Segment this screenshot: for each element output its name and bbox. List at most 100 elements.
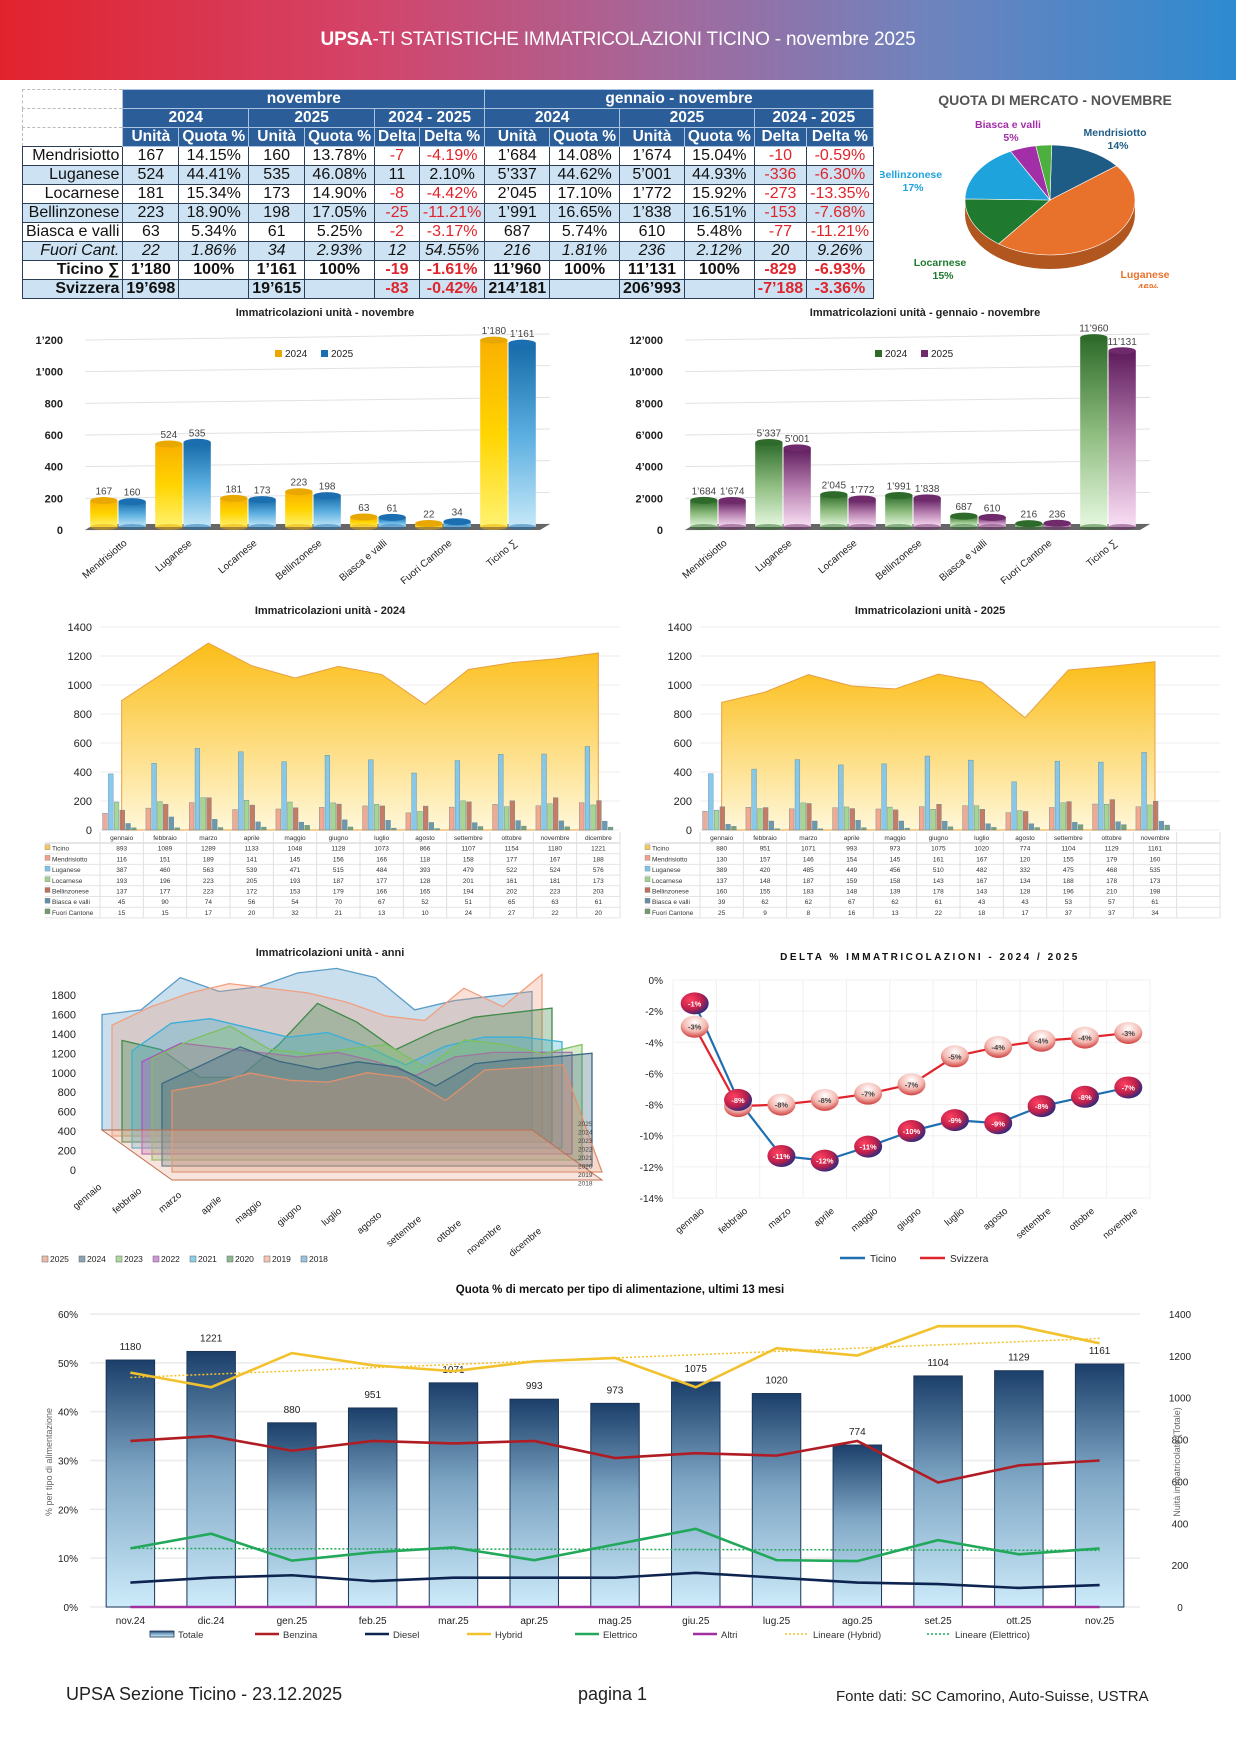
bar: [255, 821, 261, 831]
bar: [347, 826, 354, 831]
y-tick-label: 6’000: [635, 430, 663, 442]
bar: [243, 800, 250, 831]
table-month: giugno: [329, 835, 349, 842]
bar-base: [755, 524, 783, 530]
data-label: 535: [189, 428, 206, 439]
bar-top: [690, 496, 718, 504]
column-header: Quota %: [178, 127, 250, 147]
table-value: 332: [1020, 867, 1031, 874]
bar: [950, 516, 978, 527]
table-value: 1071: [801, 846, 816, 853]
legend-swatch: [152, 1255, 160, 1263]
bar: [336, 803, 342, 831]
chart-title: QUOTA DI MERCATO - NOVEMBRE: [938, 92, 1172, 108]
y-tick-label: 800: [58, 1087, 76, 1099]
table-cell: -829: [753, 260, 808, 280]
table-value: 1075: [931, 846, 946, 853]
line-Hybrid: [130, 1324, 1100, 1389]
data-label: -8%: [1035, 1102, 1049, 1111]
x-tick-label: agosto: [981, 1206, 1010, 1233]
y-tick-label: -4%: [645, 1038, 663, 1049]
data-label: 22: [423, 510, 435, 521]
bar: [155, 444, 183, 527]
bar: [1028, 823, 1035, 831]
table-value: 484: [376, 867, 387, 874]
table-value: 154: [846, 856, 857, 863]
table-cell: 100%: [683, 260, 755, 280]
x-tick-label: ott.25: [1006, 1616, 1031, 1627]
x-tick-label: dic.24: [198, 1616, 225, 1627]
y-tick-label: 8’000: [635, 398, 663, 410]
depth-label: 2022: [578, 1147, 593, 1154]
year-header: 2025: [248, 108, 375, 128]
data-label: 1’674: [720, 486, 745, 497]
bar: [849, 808, 855, 831]
bar: [881, 763, 887, 831]
table-cell: -2: [374, 222, 420, 242]
table-cell: 14.08%: [549, 146, 621, 166]
legend-label: 2020: [235, 1254, 254, 1264]
bar: [217, 827, 224, 831]
bar: [1017, 810, 1023, 831]
table-value: 139: [890, 889, 901, 896]
data-point: [897, 1073, 926, 1096]
bar-top: [118, 498, 146, 506]
bar: [261, 826, 267, 831]
bar-total: [428, 1382, 479, 1608]
table-value: 57: [1108, 899, 1116, 906]
pie-slice: [1035, 144, 1053, 201]
bar: [113, 801, 120, 831]
data-point: [767, 1144, 796, 1167]
row-label: Mendrisiotto: [21, 146, 124, 166]
table-cell: -10: [753, 146, 808, 166]
bar: [108, 773, 114, 831]
bar: [757, 808, 763, 831]
bar: [1060, 802, 1066, 831]
bar: [379, 805, 385, 831]
bar: [131, 827, 137, 831]
table-value: 774: [1020, 846, 1031, 853]
bar-base: [783, 524, 811, 530]
bar-base: [1043, 524, 1071, 530]
table-value: 158: [890, 878, 901, 885]
y-tick-label: 1000: [668, 680, 692, 692]
table-value: 471: [290, 867, 301, 874]
table-value: 156: [333, 856, 344, 863]
table-value: 43: [978, 899, 986, 906]
data-label: 11’131: [1108, 337, 1138, 348]
bar: [1072, 822, 1078, 831]
x-tick-label: Fuori Cantone: [399, 538, 455, 587]
bar: [979, 809, 985, 831]
row-label: Svizzera: [21, 279, 124, 299]
column-header: Delta: [753, 127, 808, 147]
bar: [535, 805, 541, 831]
table-value: 137: [116, 889, 127, 896]
table-value: 166: [376, 889, 387, 896]
x-tick-label: gennaio: [674, 1206, 707, 1236]
table-value: 70: [335, 899, 343, 906]
data-label: -3%: [1122, 1029, 1136, 1038]
table-value: 468: [1106, 867, 1117, 874]
bar: [183, 442, 211, 527]
corner-cell: [21, 89, 124, 109]
table-value: 137: [716, 878, 727, 885]
y-tick-label: 600: [45, 430, 63, 442]
bar: [391, 827, 397, 831]
x-tick-label: settembre: [1014, 1206, 1053, 1242]
bar: [820, 494, 848, 527]
bar: [498, 754, 504, 831]
bar-top: [248, 496, 276, 504]
table-month: novembre: [541, 835, 570, 842]
x-tick-label: aprile: [812, 1206, 837, 1229]
bar-top: [783, 444, 811, 452]
legend-swatch: [44, 844, 51, 850]
data-label: 5’001: [785, 434, 810, 445]
y-tick-label: 1400: [52, 1029, 76, 1041]
data-label: -8%: [731, 1096, 745, 1105]
page-header: UPSA-TI STATISTICHE IMMATRICOLAZIONI TIC…: [0, 0, 1236, 80]
table-value: 21: [335, 910, 343, 917]
data-label: -9%: [992, 1119, 1006, 1128]
table-cell: 17.05%: [304, 203, 375, 223]
bar: [968, 759, 974, 831]
bar: [249, 804, 255, 831]
